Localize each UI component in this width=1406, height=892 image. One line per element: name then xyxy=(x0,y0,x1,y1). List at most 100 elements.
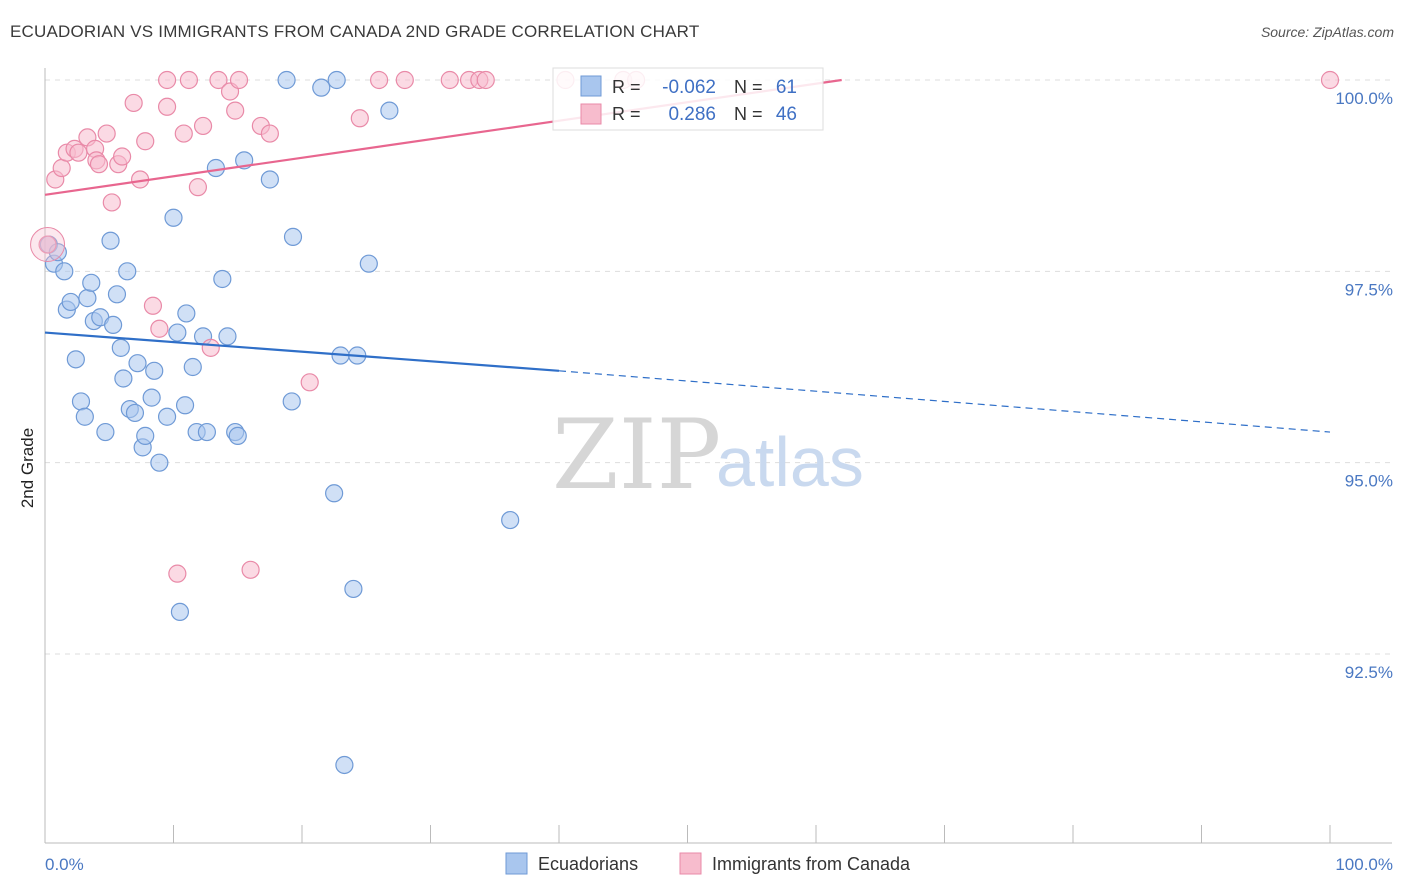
x-tick-label-1: 100.0% xyxy=(1335,855,1393,874)
point-canada-31 xyxy=(241,560,260,579)
stats-n-value-2: 46 xyxy=(776,104,797,125)
point-canada-16 xyxy=(136,132,155,151)
point-canada-11 xyxy=(102,193,121,212)
point-ecuadorians-27 xyxy=(150,453,169,472)
y-axis-label: 2nd Grade xyxy=(18,428,37,508)
point-canada-33 xyxy=(260,124,279,143)
point-ecuadorians-16 xyxy=(107,285,127,304)
point-ecuadorians-40 xyxy=(218,327,237,346)
stats-r-value-1: -0.062 xyxy=(662,77,716,98)
point-ecuadorians-32 xyxy=(175,396,195,415)
point-ecuadorians-21 xyxy=(125,403,145,423)
legend-swatch-canada xyxy=(679,852,702,875)
point-ecuadorians-8 xyxy=(75,407,94,426)
point-ecuadorians-13 xyxy=(96,422,115,442)
point-ecuadorians-6 xyxy=(66,350,85,369)
point-ecuadorians-10 xyxy=(82,273,101,292)
point-ecuadorians-34 xyxy=(183,357,202,377)
point-ecuadorians-22 xyxy=(128,354,147,373)
point-ecuadorians-19 xyxy=(118,262,137,281)
point-ecuadorians-47 xyxy=(283,227,303,246)
point-canada-18 xyxy=(150,319,169,338)
point-canada-38 xyxy=(440,70,459,90)
tick-labels: 100.0% 97.5% 95.0% 92.5% 0.0% 100.0% xyxy=(45,89,1393,874)
point-canada-36 xyxy=(370,70,389,90)
point-ecuadorians-33 xyxy=(177,304,196,323)
point-ecuadorians-39 xyxy=(213,269,232,289)
watermark-atlas: atlas xyxy=(716,423,864,501)
stats-n-value-1: 61 xyxy=(776,77,797,98)
point-ecuadorians-44 xyxy=(260,170,279,189)
stats-r-value-2: 0.286 xyxy=(668,104,716,125)
point-canada-21 xyxy=(168,564,187,583)
point-canada-17 xyxy=(143,296,163,315)
watermark-zip: ZIP xyxy=(552,399,721,511)
legend-label-canada: Immigrants from Canada xyxy=(712,854,911,874)
stats-n-label-2: N = xyxy=(734,104,763,124)
series-legend: Ecuadorians Immigrants from Canada xyxy=(505,852,911,875)
stats-n-label-1: N = xyxy=(734,77,763,97)
source-label: Source: ZipAtlas.com xyxy=(1260,24,1394,40)
point-canada-37 xyxy=(395,70,414,90)
point-ecuadorians-25 xyxy=(142,388,161,407)
point-ecuadorians-45 xyxy=(277,70,296,90)
point-ecuadorians-46 xyxy=(282,392,301,411)
legend-swatch-ecuadorians xyxy=(505,852,528,875)
point-canada-27 xyxy=(209,70,228,90)
point-ecuadorians-49 xyxy=(325,484,344,503)
y-tick-label-1: 97.5% xyxy=(1345,280,1393,299)
point-ecuadorians-37 xyxy=(197,422,217,442)
trend-lines xyxy=(44,78,1331,433)
point-canada-10 xyxy=(97,124,116,143)
data-points xyxy=(30,70,1340,775)
point-ecuadorians-52 xyxy=(335,755,354,775)
point-ecuadorians-42 xyxy=(228,426,247,445)
point-canada-35 xyxy=(350,109,369,128)
point-canada-large xyxy=(30,227,66,263)
point-ecuadorians-53 xyxy=(344,579,363,599)
stats-swatch-pink xyxy=(580,103,602,125)
point-canada-26 xyxy=(201,338,220,357)
point-ecuadorians-56 xyxy=(380,101,399,120)
point-ecuadorians-3 xyxy=(55,262,74,281)
point-canada-20 xyxy=(157,70,177,90)
watermark: ZIP atlas xyxy=(552,399,864,511)
stats-r-label-2: R = xyxy=(612,104,641,124)
point-canada-25 xyxy=(193,116,213,136)
point-ecuadorians-31 xyxy=(170,602,190,622)
point-canada-14 xyxy=(124,93,143,113)
trend-line-ecuadorians-dashed xyxy=(558,370,1331,433)
point-canada-0 xyxy=(38,235,57,254)
point-ecuadorians-18 xyxy=(114,369,133,388)
point-canada-23 xyxy=(179,70,199,90)
chart-title: ECUADORIAN VS IMMIGRANTS FROM CANADA 2ND… xyxy=(10,22,700,41)
point-canada-2 xyxy=(52,158,71,178)
stats-r-label-1: R = xyxy=(612,77,641,97)
trend-line-ecuadorians xyxy=(44,331,560,372)
y-tick-label-0: 100.0% xyxy=(1335,89,1393,108)
point-canada-45 xyxy=(1320,70,1340,90)
point-ecuadorians-29 xyxy=(164,208,183,227)
point-canada-19 xyxy=(157,97,177,116)
point-ecuadorians-38 xyxy=(206,158,226,178)
point-ecuadorians-30 xyxy=(168,323,187,342)
point-ecuadorians-9 xyxy=(78,289,97,308)
point-ecuadorians-24 xyxy=(136,426,155,445)
point-ecuadorians-48 xyxy=(312,78,331,97)
point-canada-30 xyxy=(229,70,249,90)
point-ecuadorians-14 xyxy=(101,231,120,250)
stats-legend: R = -0.062 N = 61 R = 0.286 N = 46 xyxy=(552,67,824,131)
point-ecuadorians-50 xyxy=(327,70,346,90)
point-canada-34 xyxy=(300,373,319,392)
point-ecuadorians-17 xyxy=(111,338,130,357)
legend-label-ecuadorians: Ecuadorians xyxy=(538,854,638,874)
y-tick-label-2: 95.0% xyxy=(1345,472,1393,491)
point-canada-29 xyxy=(226,101,245,120)
point-ecuadorians-26 xyxy=(145,361,164,380)
point-canada-13 xyxy=(112,147,132,166)
point-ecuadorians-7 xyxy=(71,392,91,411)
point-ecuadorians-5 xyxy=(61,292,80,312)
point-canada-22 xyxy=(174,124,193,143)
axes xyxy=(44,68,1392,844)
